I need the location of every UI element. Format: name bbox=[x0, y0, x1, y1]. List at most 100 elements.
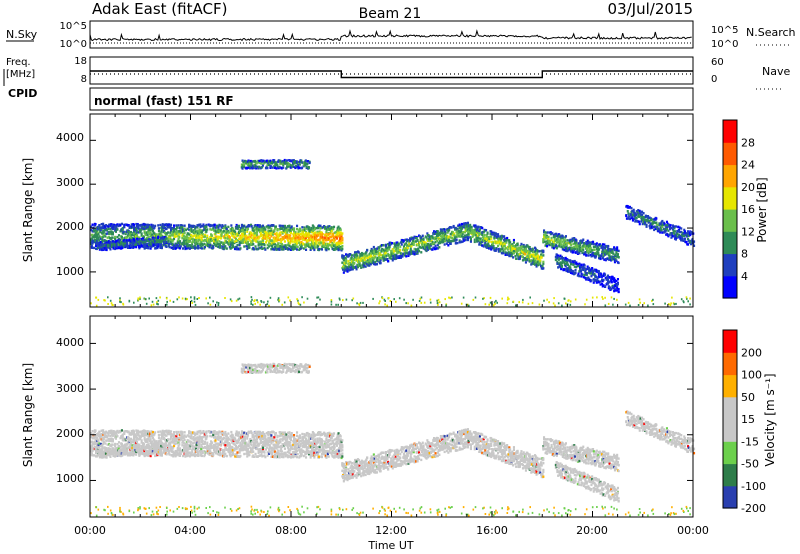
power-cell bbox=[330, 229, 333, 233]
power-cell bbox=[496, 301, 498, 304]
power-cell bbox=[203, 245, 206, 249]
power-cell bbox=[402, 239, 405, 242]
power-cell bbox=[102, 234, 105, 237]
power-cell bbox=[369, 259, 372, 262]
power-cell bbox=[492, 241, 495, 244]
power-cell bbox=[426, 238, 429, 241]
power-cell bbox=[511, 249, 514, 252]
power-cell bbox=[564, 247, 567, 250]
power-cell bbox=[270, 227, 273, 230]
power-cell bbox=[553, 297, 555, 300]
power-cell bbox=[418, 300, 421, 302]
power-cell bbox=[573, 237, 576, 240]
power-cell bbox=[162, 226, 165, 229]
power-cell bbox=[188, 247, 191, 250]
power-cell bbox=[279, 161, 282, 164]
power-cell bbox=[127, 234, 130, 238]
power-cell bbox=[476, 234, 479, 238]
power-cell bbox=[426, 244, 429, 248]
power-cell bbox=[288, 244, 291, 247]
power-cell bbox=[316, 232, 319, 235]
power-cell bbox=[572, 250, 575, 254]
power-cell bbox=[269, 233, 272, 236]
power-cell bbox=[563, 242, 566, 246]
power-cell bbox=[647, 221, 650, 224]
power-cell bbox=[490, 235, 493, 238]
power-cell bbox=[579, 263, 582, 267]
power-cell bbox=[105, 224, 108, 227]
power-cell bbox=[321, 226, 324, 229]
power-cell bbox=[335, 246, 338, 249]
power-cell bbox=[518, 301, 520, 304]
power-cell bbox=[259, 240, 262, 244]
power-cell bbox=[169, 234, 172, 237]
power-cell bbox=[281, 232, 284, 235]
power-cell bbox=[211, 239, 214, 242]
power-cell bbox=[234, 233, 237, 236]
power-cell bbox=[240, 236, 243, 239]
power-cell bbox=[375, 263, 378, 266]
power-cell bbox=[427, 237, 430, 241]
power-cell bbox=[375, 253, 378, 256]
power-cell bbox=[678, 226, 681, 229]
power-cell bbox=[668, 223, 671, 226]
power-cell bbox=[123, 223, 126, 227]
power-cell bbox=[116, 235, 119, 239]
power-cell bbox=[122, 237, 125, 241]
power-cell bbox=[310, 226, 313, 230]
power-cell bbox=[454, 226, 457, 230]
power-cell bbox=[249, 167, 252, 170]
power-cell bbox=[176, 245, 179, 248]
power-cell bbox=[359, 254, 362, 258]
power-cell bbox=[113, 247, 116, 251]
power-cell bbox=[139, 231, 142, 234]
power-cell bbox=[604, 248, 607, 251]
power-cell bbox=[197, 223, 200, 227]
power-cell bbox=[311, 245, 314, 248]
power-cell bbox=[243, 225, 246, 228]
power-cell bbox=[442, 240, 445, 243]
power-cell bbox=[552, 233, 555, 237]
power-cell bbox=[263, 246, 266, 250]
power-cell bbox=[240, 241, 243, 245]
power-cell bbox=[250, 163, 253, 166]
power-cell bbox=[617, 261, 620, 265]
power-cell bbox=[512, 244, 515, 247]
power-cell bbox=[665, 228, 668, 231]
power-cell bbox=[307, 166, 310, 170]
power-cell bbox=[396, 251, 399, 255]
power-cell bbox=[264, 228, 267, 231]
power-cell bbox=[579, 241, 582, 245]
power-cell bbox=[166, 303, 168, 306]
power-cell bbox=[216, 225, 219, 228]
power-cell bbox=[231, 239, 234, 243]
power-cell bbox=[408, 241, 411, 244]
power-cell bbox=[602, 284, 605, 287]
power-cell bbox=[220, 241, 223, 244]
power-cell bbox=[364, 262, 367, 265]
power-cell bbox=[351, 265, 354, 268]
power-cell bbox=[451, 236, 454, 240]
power-cell bbox=[541, 264, 544, 268]
power-cell bbox=[105, 232, 108, 235]
power-cell bbox=[179, 247, 182, 250]
power-cell bbox=[262, 239, 265, 242]
power-cell bbox=[333, 231, 336, 234]
power-cell bbox=[187, 232, 190, 235]
power-cell bbox=[430, 243, 433, 246]
power-cell bbox=[94, 223, 97, 226]
power-cell bbox=[429, 237, 432, 241]
power-cell bbox=[430, 237, 433, 240]
power-cell bbox=[319, 227, 322, 230]
power-cell bbox=[130, 223, 133, 226]
power-cell bbox=[589, 246, 592, 250]
power-cell bbox=[281, 160, 284, 164]
power-cell bbox=[125, 230, 128, 234]
power-cell bbox=[644, 222, 647, 225]
power-cell bbox=[143, 230, 146, 233]
power-cell bbox=[325, 248, 328, 252]
power-cell bbox=[613, 277, 616, 280]
power-cell bbox=[311, 229, 314, 232]
power-cell bbox=[348, 254, 351, 257]
